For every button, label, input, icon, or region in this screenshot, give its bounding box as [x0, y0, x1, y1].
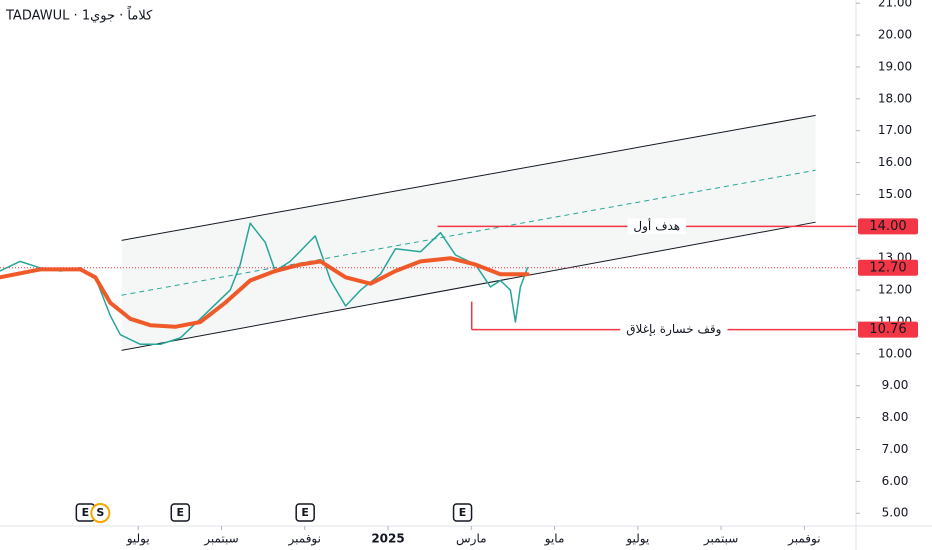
level-box: [858, 218, 918, 235]
chart-title: TADAWUL · كلاماً · جوي1: [5, 6, 153, 24]
y-tick-label: 8.00: [882, 410, 909, 424]
event-badge: [170, 503, 191, 522]
channel-middle: [121, 169, 816, 296]
event-label: E: [82, 506, 90, 519]
event-badge: [90, 503, 111, 523]
x-tick-label: مارس: [456, 532, 487, 547]
x-tick-label: يوليو: [126, 532, 150, 547]
event-label: S: [96, 506, 104, 519]
level-note-bg: [620, 321, 728, 338]
series-line: [0, 256, 530, 329]
level-note-bg: [627, 218, 687, 235]
y-tick-label: 20.00: [878, 28, 912, 42]
x-tick-label: نوفمبر: [787, 532, 820, 547]
last-price-box: [858, 259, 918, 276]
y-tick-label: 21.00: [878, 0, 912, 10]
y-tick-label: 7.00: [882, 442, 909, 456]
y-tick-label: 10.00: [878, 346, 912, 360]
y-tick-label: 6.00: [882, 474, 909, 488]
level-note: هدف أول: [633, 218, 680, 234]
x-tick-label: يوليو: [625, 532, 649, 547]
x-tick-label: مايو: [544, 532, 565, 547]
level-value-label: 14.00: [869, 219, 906, 234]
event-label: E: [301, 506, 309, 519]
level-value-label: 10.76: [869, 322, 906, 337]
event-badge: [295, 503, 315, 522]
level-box: [858, 321, 918, 338]
channel-upper: [121, 114, 816, 241]
y-tick-label: 19.00: [878, 59, 912, 73]
y-tick-label: 17.00: [878, 123, 912, 137]
x-tick-label: نوفمبر: [288, 532, 321, 547]
channel-lower: [121, 221, 816, 351]
x-tick-label: 2025: [371, 532, 404, 546]
y-tick-label: 12.00: [878, 283, 912, 297]
event-label: E: [459, 506, 467, 519]
event-badge: [452, 503, 473, 522]
last-price-label: 12.70: [869, 260, 906, 275]
y-tick-label: 18.00: [878, 91, 912, 105]
y-tick-label: 15.00: [878, 187, 912, 201]
y-tick-label: 5.00: [882, 506, 909, 520]
level-note: وقف خسارة بإغلاق: [626, 322, 721, 337]
x-tick-label: سبتمبر: [703, 532, 738, 547]
event-label: E: [177, 506, 185, 519]
x-tick-label: سبتمبر: [203, 532, 238, 547]
y-tick-label: 16.00: [878, 155, 912, 169]
y-tick-label: 9.00: [882, 378, 909, 392]
